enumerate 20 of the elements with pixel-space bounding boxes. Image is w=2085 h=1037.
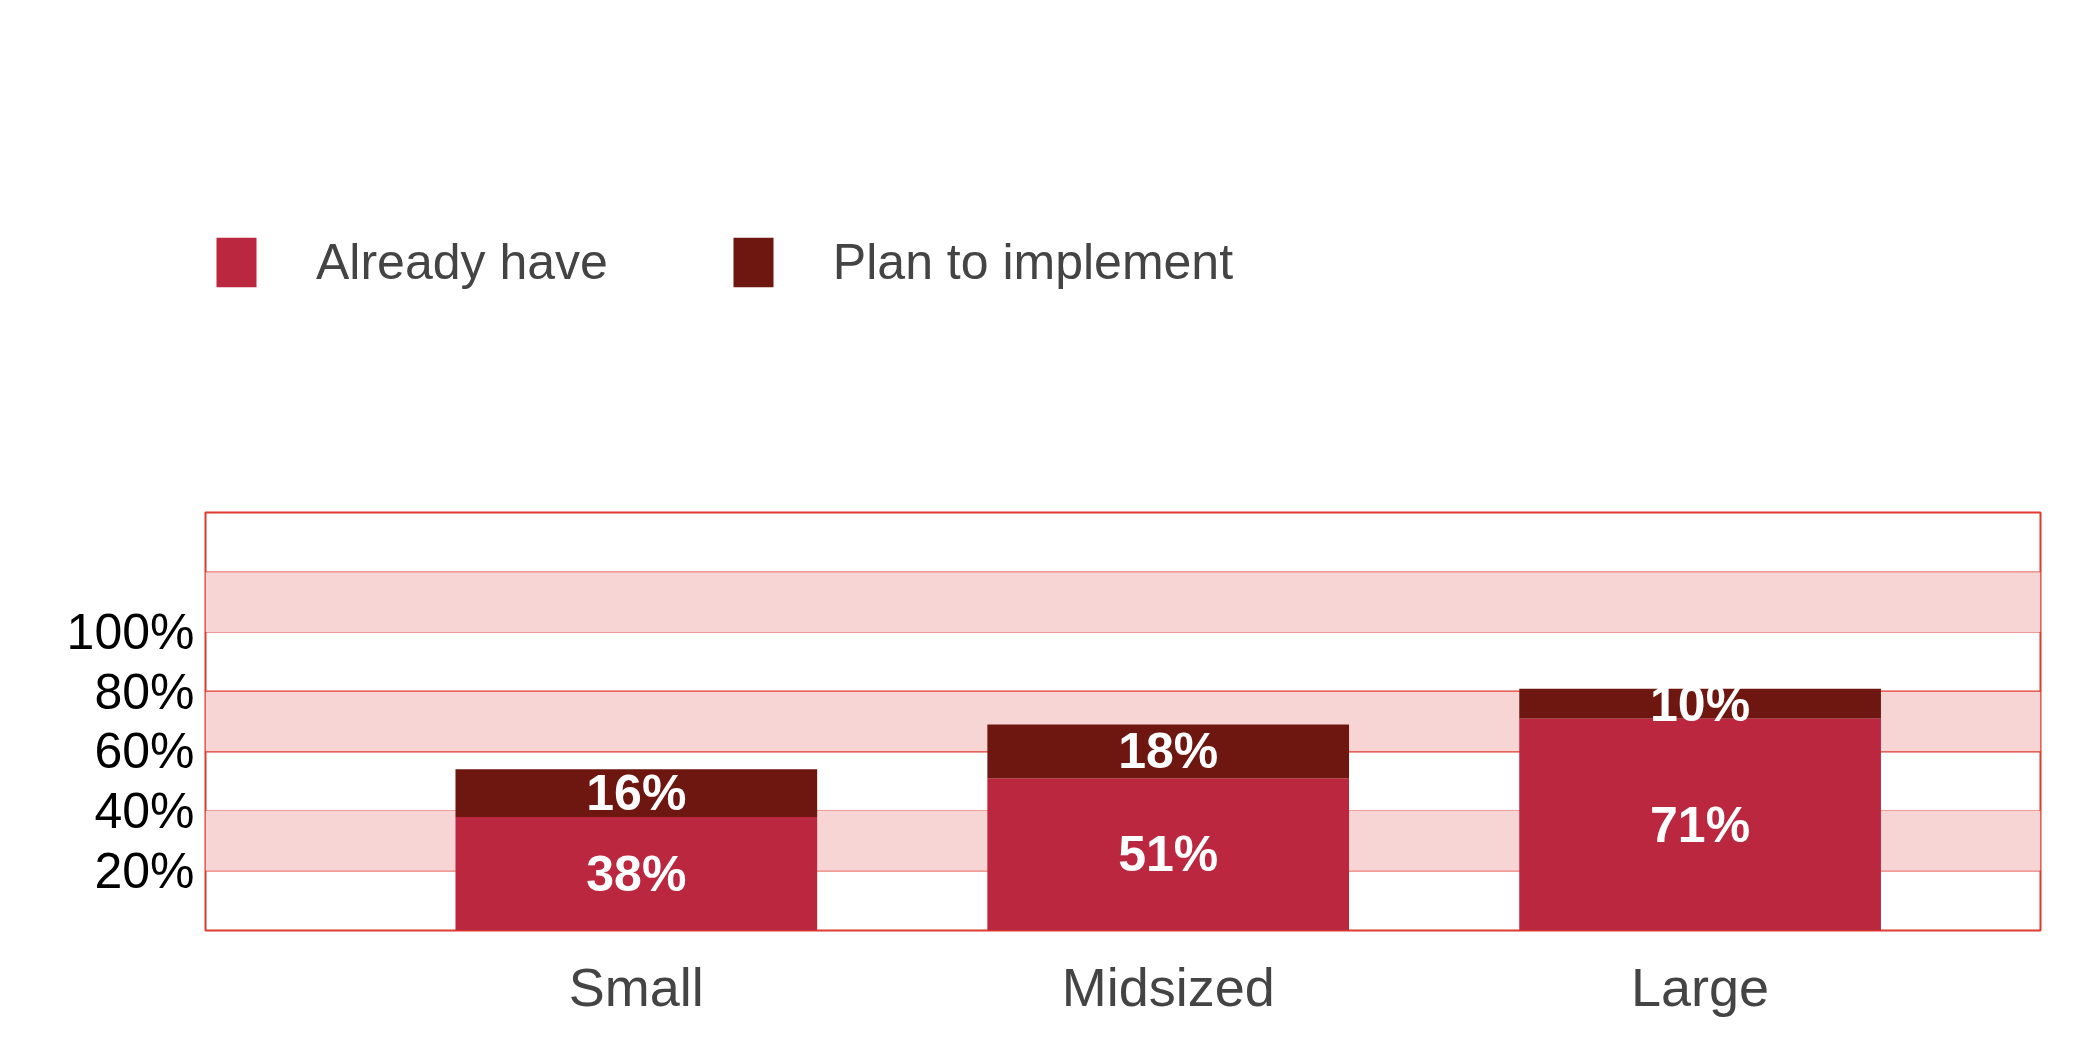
text: 10% xyxy=(1650,675,1751,732)
legend-label: Already have xyxy=(316,233,608,291)
bar xyxy=(987,778,1350,931)
x-tick-label: Midsized xyxy=(1061,956,1275,1017)
y-tick-label: 100% xyxy=(66,603,195,660)
bar xyxy=(455,769,818,818)
bar xyxy=(987,724,1350,779)
x-tick-label: Small xyxy=(568,956,704,1017)
bar xyxy=(455,817,818,931)
y-tick-label: 60% xyxy=(94,723,195,780)
legend-label: Plan to implement xyxy=(832,233,1234,291)
text: 18% xyxy=(1118,723,1219,780)
y-tick-label: 80% xyxy=(94,663,195,720)
y-tick-label: 40% xyxy=(94,783,195,840)
text: 38% xyxy=(586,845,687,902)
text: 51% xyxy=(1118,826,1219,883)
text: 71% xyxy=(1650,796,1751,853)
y-tick-label: 20% xyxy=(94,842,195,899)
x-tick-label: Large xyxy=(1631,956,1770,1017)
text: 16% xyxy=(586,765,687,822)
